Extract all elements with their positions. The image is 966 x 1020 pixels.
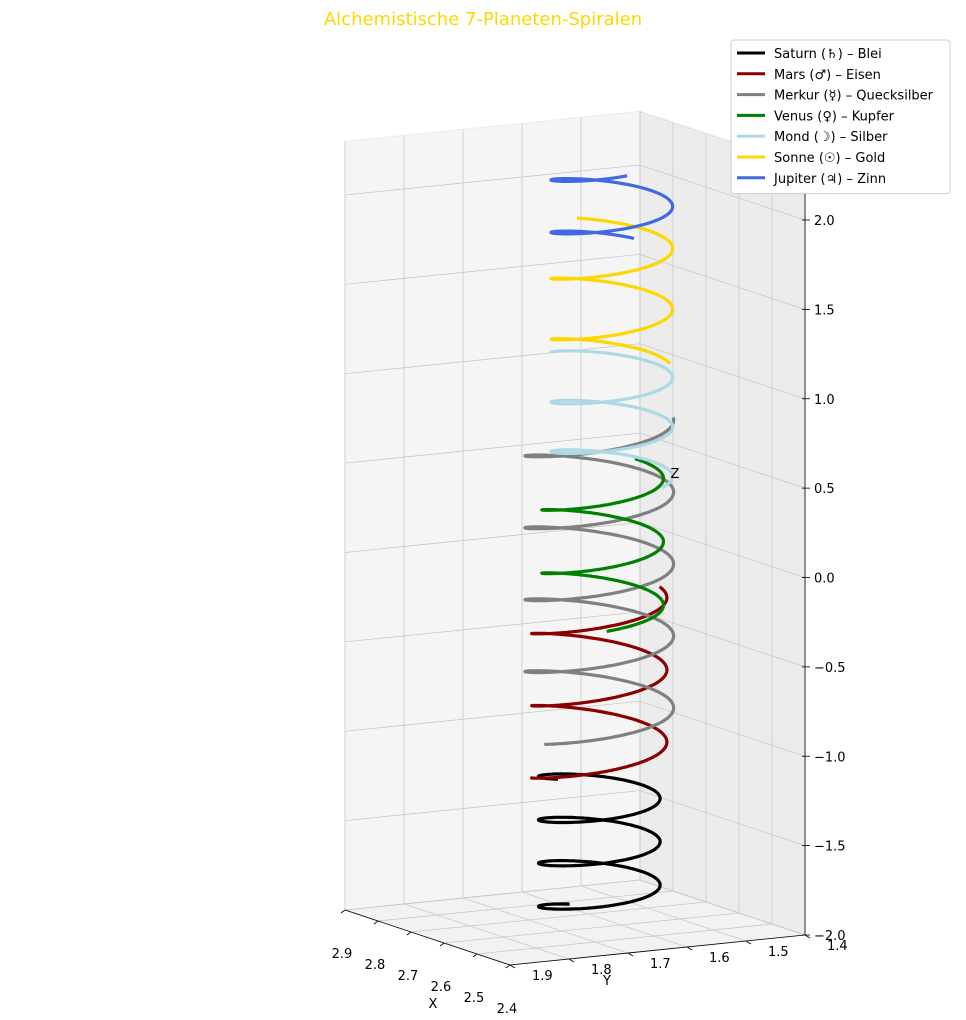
z-tick-label: −1.0 <box>814 750 846 765</box>
legend-label: Jupiter (♃) – Zinn <box>773 172 886 187</box>
x-tick-mark <box>406 931 412 936</box>
series-line-1 <box>536 772 662 911</box>
x-tick-label: 2.7 <box>398 969 419 984</box>
x-tick-mark <box>505 964 511 969</box>
grid-z-back <box>639 343 806 400</box>
x-tick-label: 2.6 <box>431 980 452 995</box>
x-tick-mark <box>373 920 379 925</box>
grid-y-floor <box>580 885 747 942</box>
series-line-6 <box>549 216 675 365</box>
y-tick-label: 1.4 <box>827 939 848 954</box>
series-group <box>523 174 676 911</box>
grid-y-floor <box>521 891 688 948</box>
legend-label: Venus (♀) – Kupfer <box>774 109 895 124</box>
legend-label: Sonne (☉) – Gold <box>774 151 885 166</box>
x-axis-label: X <box>429 997 438 1012</box>
z-tick-label: 1.5 <box>814 303 835 318</box>
grid-x-floor <box>476 923 773 955</box>
z-tick-label: 1.0 <box>814 393 835 408</box>
z-tick-label: −2.0 <box>814 929 846 944</box>
grid-z-back <box>639 253 806 310</box>
grid-lines <box>344 111 806 966</box>
grid-z-left <box>344 343 641 375</box>
grid-z-left <box>344 700 641 732</box>
y-tick-mark <box>745 940 752 945</box>
x-tick-label: 2.4 <box>497 1002 518 1017</box>
x-tick-mark <box>439 942 445 947</box>
legend-label: Mond (☽) – Silber <box>774 130 888 145</box>
series-line-7 <box>549 174 675 240</box>
grid-z-left <box>344 790 641 822</box>
z-axis-label: Z <box>671 467 680 482</box>
grid-x-floor <box>410 901 707 933</box>
x-tick-label: 2.9 <box>332 947 353 962</box>
x-tick-mark <box>472 953 478 958</box>
x-tick-label: 2.5 <box>464 991 485 1006</box>
grid-z-back <box>639 522 806 578</box>
z-tick-label: 0.0 <box>814 572 835 587</box>
legend: Saturn (♄) – Blei Mars (♂) – Eisen Merkur … <box>730 39 951 195</box>
y-tick-mark <box>509 964 516 969</box>
grid-z-left <box>344 522 641 553</box>
y-tick-mark <box>686 946 693 951</box>
grid-z-left <box>344 879 641 911</box>
legend-frame <box>730 39 951 195</box>
grid-x-floor <box>377 890 674 922</box>
grid-z-back <box>639 611 806 668</box>
axis-ticks: 2.9 2.8 2.7 2.6 2.5 2.4 1.4 1.5 1.6 1.7 1.8 1.9 2.0 1… <box>332 166 848 1017</box>
y-axis-line <box>509 934 806 966</box>
x-tick-mark <box>340 909 346 914</box>
grid-y-floor <box>462 897 629 954</box>
grid-z-back <box>639 164 806 221</box>
grid-z-left <box>344 164 641 196</box>
y-tick-mark <box>627 952 634 957</box>
axes-panes <box>344 110 806 966</box>
grid-z-back <box>639 790 806 847</box>
z-tick-label: 0.5 <box>814 482 835 497</box>
grid-z-back <box>639 432 806 489</box>
y-tick-label: 1.9 <box>532 969 553 984</box>
y-tick-mark <box>804 934 811 939</box>
grid-z-left <box>344 253 641 285</box>
grid-y-floor <box>403 903 570 960</box>
z-tick-label: 2.0 <box>814 214 835 229</box>
grid-x-floor <box>443 912 740 944</box>
series-line-3 <box>523 417 676 746</box>
legend-label: Mars (♂) – Eisen <box>774 68 881 83</box>
pane-back <box>639 110 806 936</box>
y-axis-label: Y <box>602 974 611 989</box>
x-axis-line <box>344 909 511 966</box>
chart-title: Alchemistische 7-Planeten-Spiralen <box>324 9 642 30</box>
grid-z-left <box>344 432 641 464</box>
legend-label: Saturn (♄) – Blei <box>774 47 882 62</box>
y-tick-label: 1.7 <box>650 957 671 972</box>
legend-label: Merkur (☿) – Quecksilber <box>774 89 934 104</box>
y-tick-label: 1.8 <box>591 963 612 978</box>
y-tick-mark <box>568 958 575 963</box>
y-tick-label: 1.6 <box>709 951 730 966</box>
grid-z-back <box>639 700 806 757</box>
y-tick-label: 1.5 <box>768 945 789 960</box>
series-line-4 <box>540 457 666 633</box>
grid-z-back <box>639 879 806 936</box>
grid-z-left <box>344 611 641 643</box>
series-line-2 <box>530 585 669 780</box>
series-line-5 <box>549 349 675 490</box>
x-tick-label: 2.8 <box>365 958 386 973</box>
z-tick-label: −1.5 <box>814 840 846 855</box>
z-tick-label: −0.5 <box>814 661 846 676</box>
